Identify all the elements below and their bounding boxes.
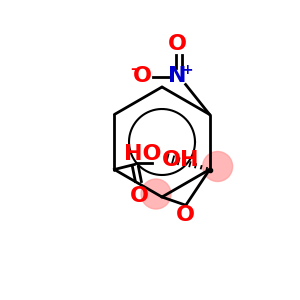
Circle shape <box>202 152 232 182</box>
Text: HO: HO <box>124 143 161 164</box>
Circle shape <box>141 179 171 209</box>
Text: -: - <box>130 62 136 76</box>
Text: +: + <box>182 62 194 76</box>
Text: OH: OH <box>162 151 200 170</box>
Text: N: N <box>168 67 187 86</box>
Text: O: O <box>133 67 152 86</box>
Text: O: O <box>130 187 149 206</box>
Text: O: O <box>168 34 187 55</box>
Text: O: O <box>176 205 195 225</box>
